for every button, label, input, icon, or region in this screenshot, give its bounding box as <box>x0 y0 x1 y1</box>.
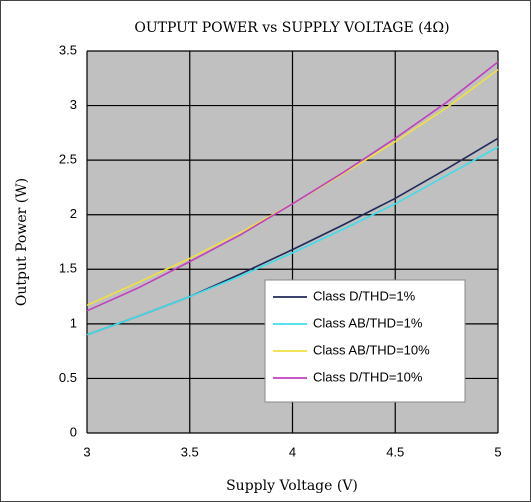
y-tick-label: 0 <box>70 424 77 439</box>
x-tick-label: 4.5 <box>386 444 404 459</box>
series-line <box>86 61 499 312</box>
y-tick-label: 3 <box>70 97 77 112</box>
legend-label: Class D/THD=10% <box>313 369 423 384</box>
x-tick-label: 3.5 <box>181 444 199 459</box>
series-line <box>86 146 499 336</box>
legend-box <box>264 279 466 403</box>
x-tick-label: 5 <box>494 444 501 459</box>
legend-label: Class AB/THD=1% <box>313 315 423 330</box>
x-tick-label: 4 <box>289 444 296 459</box>
y-tick-label: 1 <box>70 315 77 330</box>
legend-label: Class AB/THD=10% <box>313 342 430 357</box>
y-tick-label: 0.5 <box>59 370 77 385</box>
chart-title: OUTPUT POWER vs SUPPLY VOLTAGE (4Ω) <box>134 20 449 36</box>
y-axis-label: Output Power (W) <box>14 178 30 306</box>
x-tick-label: 3 <box>83 444 90 459</box>
legend-label: Class D/THD=1% <box>313 288 416 303</box>
y-tick-label: 2.5 <box>59 152 77 167</box>
x-axis-label: Supply Voltage (V) <box>226 478 358 494</box>
y-tick-label: 2 <box>70 206 77 221</box>
y-tick-label: 3.5 <box>59 42 77 57</box>
y-tick-label: 1.5 <box>59 261 77 276</box>
